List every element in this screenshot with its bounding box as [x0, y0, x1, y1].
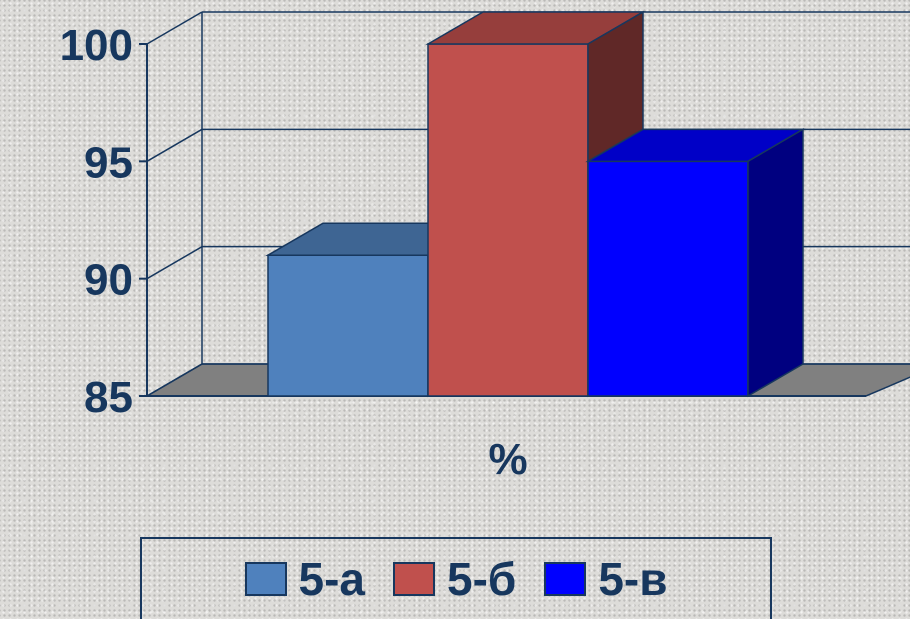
bar-1-front: [267, 254, 429, 397]
y-tick-label-90: 90: [84, 256, 133, 305]
legend-swatch-5v: [544, 562, 587, 596]
y-tick-label-95: 95: [84, 138, 133, 187]
y-tick-label-85: 85: [84, 373, 133, 422]
legend-label-5a: 5-а: [298, 553, 365, 605]
legend: 5-а 5-б 5-в: [140, 537, 772, 619]
legend-swatch-5a: [244, 562, 287, 596]
legend-item-5v: 5-в: [544, 553, 668, 605]
gridline-side-90: [146, 246, 203, 280]
gridline-side-85: [146, 363, 203, 397]
legend-item-5b: 5-б: [392, 553, 517, 605]
x-axis-title: %: [488, 435, 527, 484]
legend-label-5v: 5-в: [598, 553, 668, 605]
bar-3-front: [587, 160, 749, 397]
bar-2-front: [427, 43, 589, 397]
legend-item-5a: 5-а: [244, 553, 365, 605]
gridline-side-95: [146, 128, 203, 162]
bar-3-side: [747, 128, 804, 398]
legend-swatch-5b: [392, 562, 435, 596]
gridline-side-100: [146, 11, 203, 45]
legend-label-5b: 5-б: [446, 553, 517, 605]
bar-chart-3d: 85 90 95 100%: [60, 10, 910, 484]
y-tick-label-100: 100: [60, 21, 133, 70]
